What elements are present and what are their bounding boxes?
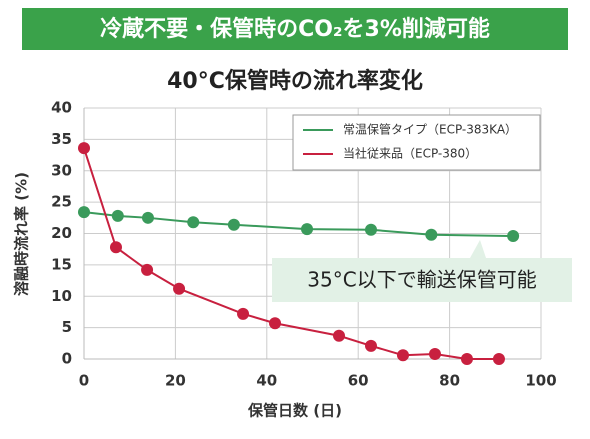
y-tick-label: 30: [51, 161, 72, 179]
data-point: [141, 211, 154, 224]
y-tick-label: 35: [51, 130, 72, 148]
data-point: [364, 339, 377, 352]
data-point: [364, 223, 377, 236]
data-point: [187, 216, 200, 229]
data-point: [109, 241, 122, 254]
data-point: [301, 223, 314, 236]
x-tick-label: 40: [256, 372, 277, 390]
legend: 常温保管タイプ（ECP-383KA） 当社従来品（ECP-380）: [303, 122, 517, 161]
annotation: 35°C以下で輸送保管可能: [307, 268, 536, 292]
y-axis-label: 溶融時流れ率 (%): [13, 172, 31, 296]
data-point: [111, 209, 124, 222]
data-point: [237, 307, 250, 320]
y-tick-label: 25: [51, 193, 72, 211]
annotation-pointer: [470, 240, 486, 258]
y-tick-label: 20: [51, 224, 72, 242]
annotation-box: [272, 258, 572, 302]
data-point: [333, 329, 346, 342]
legend-label: 当社従来品（ECP-380）: [343, 146, 477, 161]
banner: 冷蔵不要・保管時のCO₂を3%削減可能: [100, 16, 490, 42]
legend-box: [292, 114, 541, 171]
x-tick-label: 60: [348, 372, 369, 390]
banner-bg: [22, 8, 568, 50]
x-axis-label: 保管日数 (日): [247, 402, 342, 420]
data-point: [78, 142, 90, 155]
y-tick-label: 40: [51, 99, 72, 117]
x-tick-label: 100: [525, 372, 556, 390]
y-tick-label: 15: [51, 255, 72, 273]
y-tick-label: 5: [62, 318, 72, 336]
data-point: [460, 353, 473, 365]
data-point: [425, 228, 438, 241]
data-point: [78, 206, 90, 219]
y-tick-label: 0: [62, 350, 72, 368]
plot-area: 0 5 10 15 20 25 30 35 40 0 20 40 60 80 100: [51, 99, 557, 390]
data-point: [227, 218, 240, 231]
data-point: [269, 317, 282, 330]
data-point: [141, 263, 154, 276]
data-point: [173, 282, 186, 295]
y-tick-label: 10: [51, 287, 72, 305]
x-tick-label: 20: [165, 372, 186, 390]
data-point: [507, 230, 520, 243]
legend-label: 常温保管タイプ（ECP-383KA）: [343, 122, 517, 137]
x-tick-label: 0: [79, 372, 89, 390]
data-point: [492, 353, 505, 365]
x-tick-label: 80: [439, 372, 460, 390]
chart-title: 40°C保管時の流れ率変化: [167, 68, 423, 94]
data-point: [396, 349, 409, 362]
data-point: [428, 347, 441, 360]
